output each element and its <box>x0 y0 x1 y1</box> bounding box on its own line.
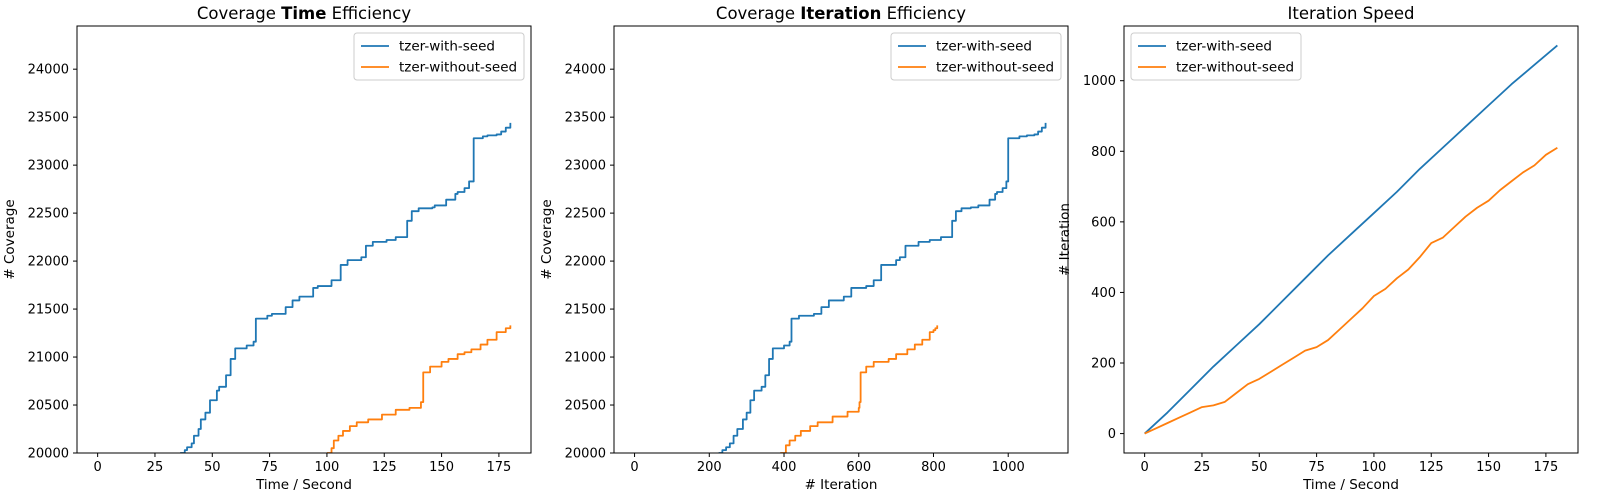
x-tick-label: 100 <box>315 460 340 475</box>
x-tick-label: 125 <box>372 460 397 475</box>
series-line-tzer-with-seed <box>180 122 512 453</box>
chart-title: Coverage Time Efficiency <box>197 4 412 23</box>
chart-title: Iteration Speed <box>1288 4 1415 23</box>
y-tick-label: 21500 <box>565 303 606 318</box>
x-tick-label: 50 <box>1251 460 1268 475</box>
chart-title: Coverage Iteration Efficiency <box>716 4 966 23</box>
y-tick-label: 22000 <box>565 255 606 270</box>
x-tick-label: 75 <box>1308 460 1325 475</box>
y-tick-label: 24000 <box>565 63 606 78</box>
series-line-tzer-without-seed <box>1144 146 1558 435</box>
x-tick-label: 125 <box>1419 460 1444 475</box>
x-tick-label: 175 <box>486 460 511 475</box>
series-line-tzer-with-seed <box>718 122 1047 453</box>
legend-label: tzer-with-seed <box>1176 39 1272 55</box>
x-tick-label: 50 <box>204 460 221 475</box>
x-tick-label: 75 <box>261 460 278 475</box>
chart-panel-3: 0 25 50 75 100 125 150 175 0 200 400 600 800 1000 Iter… <box>1057 4 1579 493</box>
x-tick-label: 0 <box>93 460 101 475</box>
x-tick-label: 100 <box>1362 460 1387 475</box>
y-tick-label: 23000 <box>28 159 69 174</box>
y-tick-label: 600 <box>1091 215 1116 230</box>
x-axis-label: Time / Second <box>255 477 352 493</box>
y-tick-label: 21500 <box>28 303 69 318</box>
y-axis-label: # Coverage <box>539 199 555 279</box>
y-tick-label: 800 <box>1091 145 1116 160</box>
y-tick-label: 21000 <box>565 351 606 366</box>
x-axis-label: Time / Second <box>1302 477 1399 493</box>
y-tick-label: 200 <box>1091 357 1116 372</box>
x-tick-label: 25 <box>1194 460 1211 475</box>
legend: tzer-with-seed tzer-without-seed <box>1130 32 1302 81</box>
legend: tzer-with-seed tzer-without-seed <box>890 32 1062 81</box>
series-line-tzer-with-seed <box>1144 44 1558 435</box>
x-axis-label: # Iteration <box>805 477 878 493</box>
y-tick-label: 20000 <box>565 447 606 462</box>
legend-box <box>353 32 525 81</box>
y-tick-label: 22500 <box>28 207 69 222</box>
x-tick-label: 0 <box>1140 460 1148 475</box>
y-tick-label: 22000 <box>28 255 69 270</box>
axes-frame <box>613 25 1069 454</box>
axes-frame <box>76 25 532 454</box>
x-tick-label: 400 <box>772 460 797 475</box>
x-tick-label: 600 <box>846 460 871 475</box>
x-tick-label: 200 <box>697 460 722 475</box>
x-tick-label: 25 <box>147 460 164 475</box>
legend-label: tzer-without-seed <box>399 60 517 76</box>
y-tick-label: 1000 <box>1083 74 1116 89</box>
series-line-tzer-without-seed <box>780 325 939 453</box>
x-tick-label: 175 <box>1533 460 1558 475</box>
x-tick-label: 150 <box>1476 460 1501 475</box>
y-tick-label: 23500 <box>28 111 69 126</box>
y-tick-label: 400 <box>1091 286 1116 301</box>
chart-panel-1: 0 25 50 75 100 125 150 175 20000 20500 21000 21500 2… <box>2 4 532 493</box>
x-tick-label: 0 <box>630 460 638 475</box>
series-line-tzer-without-seed <box>326 325 512 453</box>
y-axis-label: # Iteration <box>1057 203 1073 276</box>
y-tick-label: 20000 <box>28 447 69 462</box>
legend-label: tzer-with-seed <box>399 39 495 55</box>
legend-box <box>890 32 1062 81</box>
legend-box <box>1130 32 1302 81</box>
axes-frame <box>1123 25 1579 454</box>
x-tick-label: 1000 <box>992 460 1025 475</box>
legend: tzer-with-seed tzer-without-seed <box>353 32 525 81</box>
y-axis-label: # Coverage <box>2 199 18 279</box>
legend-label: tzer-without-seed <box>936 60 1054 76</box>
y-tick-label: 20500 <box>565 399 606 414</box>
y-tick-label: 20500 <box>28 399 69 414</box>
y-tick-label: 0 <box>1108 427 1116 442</box>
y-tick-label: 23000 <box>565 159 606 174</box>
x-tick-label: 150 <box>429 460 454 475</box>
legend-label: tzer-without-seed <box>1176 60 1294 76</box>
chart-panel-2: 0 200 400 600 800 1000 20000 20500 21000 21500 220… <box>539 4 1069 493</box>
legend-label: tzer-with-seed <box>936 39 1032 55</box>
y-tick-label: 21000 <box>28 351 69 366</box>
y-tick-label: 24000 <box>28 63 69 78</box>
x-tick-label: 800 <box>921 460 946 475</box>
y-tick-label: 22500 <box>565 207 606 222</box>
y-tick-label: 23500 <box>565 111 606 126</box>
